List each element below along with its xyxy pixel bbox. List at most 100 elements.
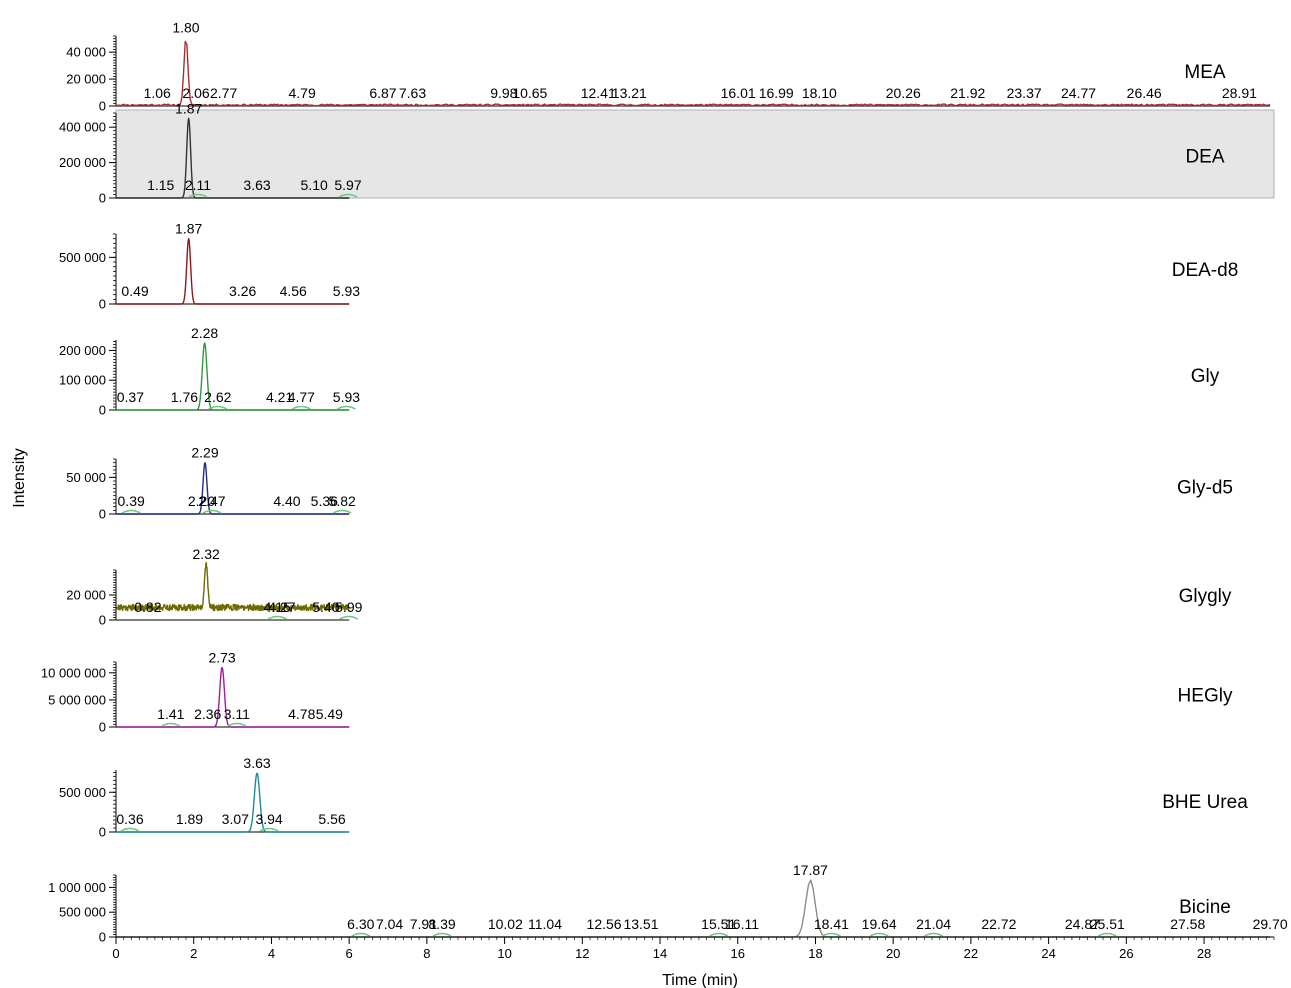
x-tick-label: 4 (268, 946, 275, 961)
integration-mark (267, 615, 287, 620)
peak-label: 4.78 (288, 706, 315, 722)
peak-label: 5.10 (301, 177, 328, 193)
peak-label: 2.77 (210, 85, 237, 101)
peak-label: 3.63 (243, 177, 270, 193)
peak-label: 7.04 (376, 916, 403, 932)
peak-label: 3.94 (255, 811, 282, 827)
x-tick-label: 20 (886, 946, 900, 961)
compound-name: Glygly (1179, 586, 1232, 607)
peak-label: 15.51 (701, 916, 736, 932)
peak-label: 29.70 (1253, 916, 1288, 932)
x-tick-label: 10 (497, 946, 511, 961)
peak-label: 0.49 (121, 283, 148, 299)
panel-hegly: 0 5 000 000 10 000 000 2.73 1.41 2.36 3.11 4.78… (41, 649, 1233, 734)
panel-gly: 0 100 000 200 000 2.28 0.37 1.76 2.62 4.214.77 5… (59, 325, 1220, 418)
peak-label: 5.97 (334, 177, 361, 193)
x-tick-label: 12 (575, 946, 589, 961)
integration-mark (869, 932, 889, 937)
integration-mark (337, 405, 356, 410)
integration-mark (259, 827, 279, 832)
chromatogram-trace (115, 462, 350, 515)
peak-label: 7.63 (399, 85, 426, 101)
x-axis: 0 2 4 6 8 10 12 14 16 18 20 22 24 26 28 (112, 936, 1275, 961)
peak-label: 8.39 (428, 916, 455, 932)
y-tick-label: 5 000 000 (48, 692, 106, 707)
integration-mark (351, 932, 371, 937)
integration-mark (332, 509, 352, 514)
peak-apex-label: 1.87 (175, 100, 202, 116)
panel-mea: 0 20 000 40 000 1.80 1.06 2.06 2.77 4.79 6.87 7.6… (66, 20, 1271, 114)
peak-label: 7.91 (410, 916, 437, 932)
peak-label: 5.93 (333, 283, 360, 299)
peak-label: 26.46 (1127, 85, 1162, 101)
peak-label: 4.40 (273, 493, 300, 509)
panel-bicine: 0 500 000 1 000 000 17.87 6.30 7.04 7.918.39 10… (48, 862, 1288, 945)
highlight-background (115, 109, 1275, 199)
peak-apex-label: 3.63 (243, 755, 270, 771)
peak-label: 4.21 (266, 389, 293, 405)
panel-gly-d5: 0 50 000 2.29 0.39 2.202.47 4.40 5.365.82 Gly-d… (66, 445, 1233, 522)
peak-label: 0.39 (118, 493, 145, 509)
compound-name: BHE Urea (1162, 792, 1248, 813)
peak-label: 4.77 (288, 389, 315, 405)
x-tick-label: 16 (731, 946, 745, 961)
integration-mark (291, 405, 311, 410)
peak-label: 2.47 (198, 493, 225, 509)
x-tick-label: 14 (653, 946, 667, 961)
peak-label: 19.64 (862, 916, 897, 932)
peak-label: 0.36 (116, 811, 143, 827)
integration-mark (822, 932, 841, 937)
panel-dea: 0 200 000 400 000 1.87 1.15 2.11 3.63 5.10 5.97 D… (59, 100, 1275, 206)
integration-mark (338, 193, 358, 198)
peak-label: 2.06 (182, 85, 209, 101)
peak-label: 16.99 (759, 85, 794, 101)
peak-label: 2.62 (204, 389, 231, 405)
y-tick-label: 20 000 (66, 588, 106, 603)
peak-apex-label: 2.73 (208, 649, 235, 665)
peak-label: 16.01 (721, 85, 756, 101)
peak-label: 3.26 (229, 283, 256, 299)
y-tick-label: 0 (99, 930, 106, 945)
y-tick-label: 0 (99, 297, 106, 312)
integration-mark (227, 722, 247, 727)
peak-apex-label: 2.32 (193, 546, 220, 562)
compound-name: DEA-d8 (1172, 260, 1239, 281)
compound-name: MEA (1184, 62, 1226, 83)
peak-label: 1.06 (144, 85, 171, 101)
peak-label: 5.49 (316, 706, 343, 722)
peak-label: 18.41 (814, 916, 849, 932)
x-tick-label: 22 (964, 946, 978, 961)
y-tick-label: 20 000 (66, 72, 106, 87)
peak-label: 1.76 (171, 389, 198, 405)
peak-label: 23.37 (1007, 85, 1042, 101)
peak-label: 2.20 (188, 493, 215, 509)
peak-label: 5.36 (311, 493, 338, 509)
y-tick-label: 500 000 (59, 250, 106, 265)
peak-label: 4.56 (280, 283, 307, 299)
y-tick-label: 500 000 (59, 905, 106, 920)
peak-label: 5.99 (335, 599, 362, 615)
compound-name: Gly-d5 (1177, 478, 1233, 499)
peak-label: 4.27 (268, 599, 295, 615)
integration-mark (120, 827, 140, 832)
y-tick-label: 0 (99, 613, 106, 628)
peak-label: 5.40 (312, 599, 339, 615)
y-tick-label: 40 000 (66, 45, 106, 60)
integration-mark (432, 932, 452, 937)
integration-mark (202, 509, 222, 514)
peak-label: 20.26 (886, 85, 921, 101)
chromatogram-trace (115, 561, 350, 612)
peak-label: 24.87 (1065, 916, 1100, 932)
chromatogram-panels: 0 20 000 40 000 1.80 1.06 2.06 2.77 4.79 6.87 7.6… (41, 20, 1288, 945)
compound-name: Bicine (1179, 897, 1231, 918)
peak-label: 13.21 (612, 85, 647, 101)
peak-label: 5.56 (318, 811, 345, 827)
x-tick-label: 0 (112, 946, 119, 961)
x-tick-label: 26 (1119, 946, 1133, 961)
peak-label: 6.87 (369, 85, 396, 101)
integration-mark (208, 405, 228, 410)
x-tick-label: 28 (1197, 946, 1211, 961)
y-tick-label: 200 000 (59, 343, 106, 358)
chromatogram-trace (115, 667, 350, 728)
